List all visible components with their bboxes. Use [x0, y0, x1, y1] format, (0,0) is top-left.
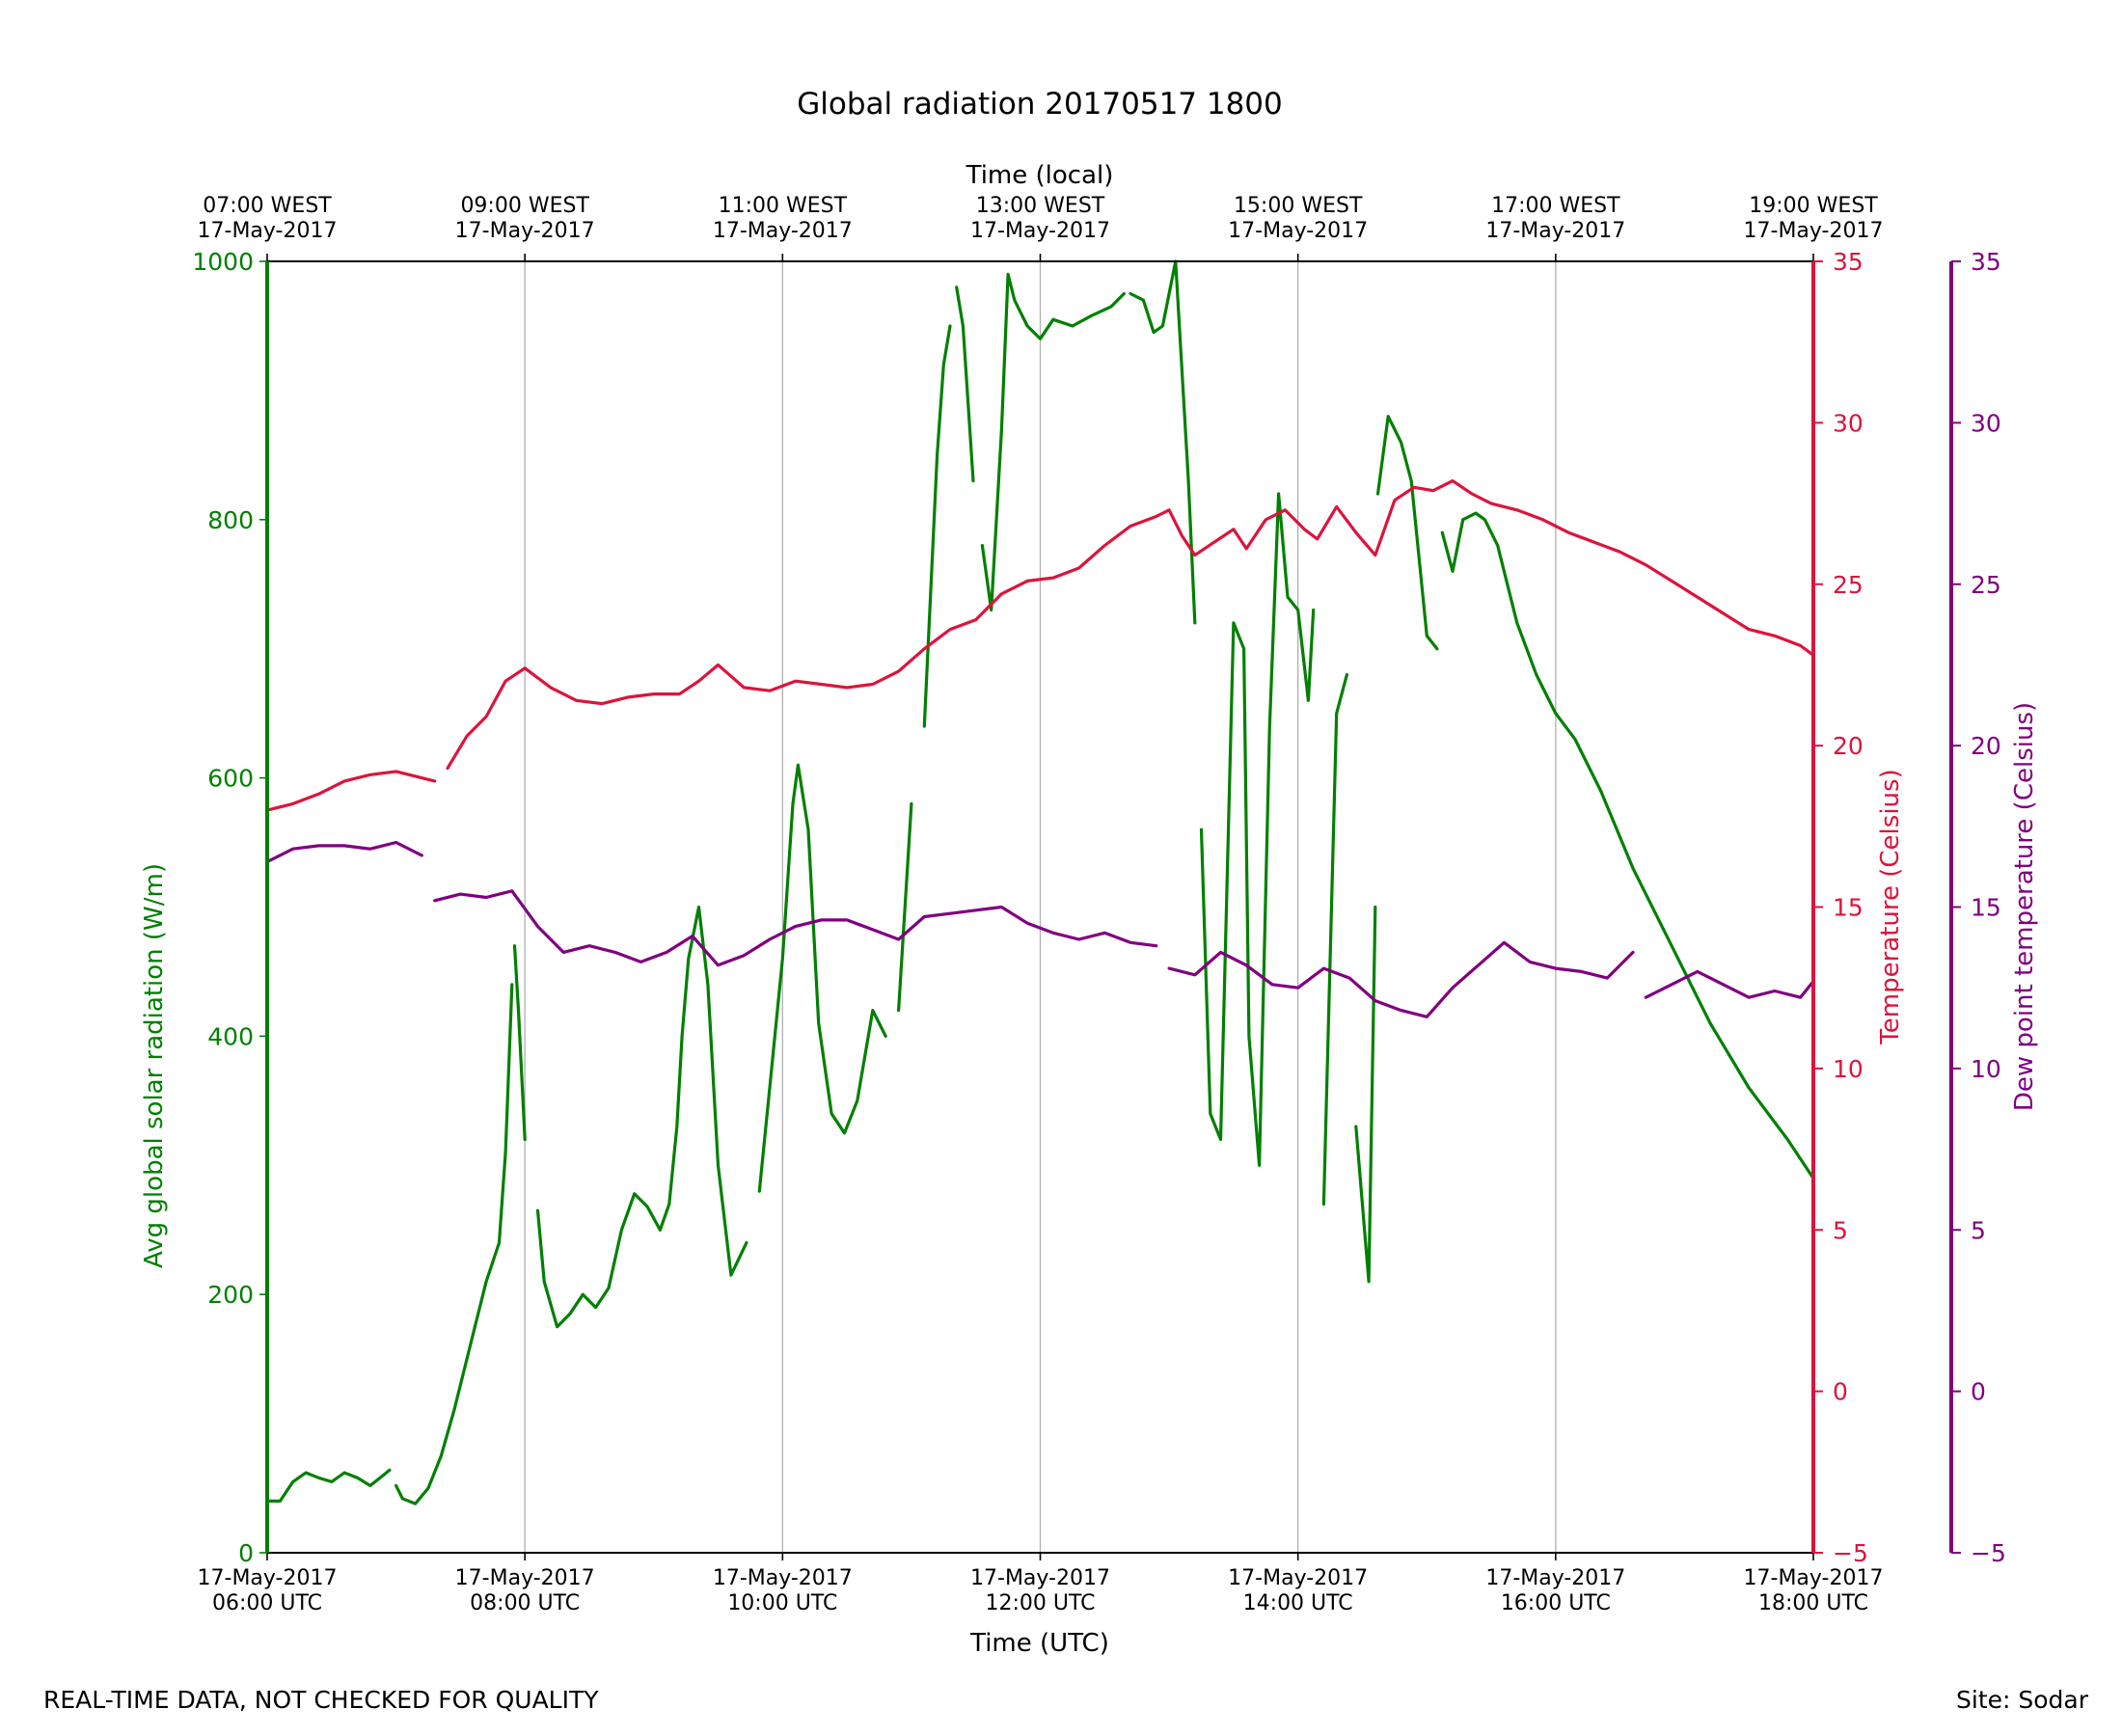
x-top-tick-label-time: 17:00 WEST: [1491, 194, 1620, 218]
x-top-tick-label-time: 19:00 WEST: [1749, 194, 1878, 218]
radiation-tick-label: 600: [207, 765, 254, 793]
radiation-tick-label: 200: [207, 1281, 254, 1309]
x-top-tick-label-time: 07:00 WEST: [203, 194, 332, 218]
site-label: Site: Sodar: [1956, 1686, 2088, 1714]
series-line-temperature: [446, 479, 1815, 771]
temperature-tick-label: 10: [1833, 1055, 1864, 1083]
x-tick-label-date: 17-May-2017: [970, 1566, 1110, 1590]
x-tick-label-date: 17-May-2017: [455, 1566, 595, 1590]
series-line-temperature: [265, 770, 437, 812]
chart-title: Global radiation 20170517 1800: [797, 87, 1283, 122]
series-temperature: [265, 479, 1815, 812]
series-line-radiation: [922, 324, 952, 728]
temperature-tick-label: 35: [1833, 248, 1864, 276]
dewpoint-tick-label: 15: [1971, 894, 2001, 922]
series-line-radiation: [1440, 511, 1815, 1180]
x-top-tick-label-date: 17-May-2017: [713, 219, 853, 243]
radiation-axis-label: Avg global solar radiation (W/m): [140, 863, 169, 1268]
series-line-radiation: [955, 285, 975, 483]
dewpoint-tick-label: 20: [1971, 732, 2001, 760]
radiation-tick-label: 1000: [192, 248, 254, 276]
series-layer: [265, 259, 1815, 1505]
series-line-dewpoint: [1644, 969, 1815, 999]
temperature-tick-label: 25: [1833, 571, 1864, 599]
series-line-radiation: [535, 905, 748, 1329]
dewpoint-tick-label: 10: [1971, 1055, 2001, 1083]
series-line-radiation: [512, 944, 527, 1142]
temperature-tick-label: 15: [1833, 894, 1864, 922]
temperature-axis-label: Temperature (Celsius): [1876, 769, 1905, 1044]
temperature-tick-label: −5: [1833, 1539, 1868, 1567]
x-tick-label-time: 10:00 UTC: [727, 1591, 837, 1615]
series-line-radiation: [1354, 905, 1377, 1284]
temperature-tick-label: 5: [1833, 1216, 1848, 1244]
grid-layer: [524, 261, 1557, 1553]
quality-disclaimer: REAL-TIME DATA, NOT CHECKED FOR QUALITY: [43, 1686, 599, 1714]
series-line-dewpoint: [1167, 940, 1635, 1018]
series-line-radiation: [394, 983, 514, 1505]
x-top-tick-label-date: 17-May-2017: [1744, 219, 1884, 243]
x-tick-label-time: 18:00 UTC: [1758, 1591, 1868, 1615]
radiation-tick-label: 800: [207, 506, 254, 534]
x-tick-label-time: 06:00 UTC: [212, 1591, 322, 1615]
x-tick-label-time: 16:00 UTC: [1501, 1591, 1611, 1615]
radiation-tick-label: 400: [207, 1022, 254, 1050]
series-line-radiation: [757, 763, 887, 1193]
x-tick-label-time: 14:00 UTC: [1243, 1591, 1353, 1615]
series-line-radiation: [1321, 672, 1349, 1207]
x-top-tick-label-date: 17-May-2017: [455, 219, 595, 243]
temperature-tick-label: 30: [1833, 409, 1864, 437]
x-tick-label-time: 12:00 UTC: [985, 1591, 1095, 1615]
x-top-tick-label-time: 09:00 WEST: [460, 194, 589, 218]
bottom-axis-label: Time (UTC): [969, 1629, 1109, 1658]
series-line-radiation: [980, 272, 1126, 612]
dewpoint-tick-label: 25: [1971, 571, 2001, 599]
x-top-tick-label-date: 17-May-2017: [198, 219, 338, 243]
series-radiation: [265, 259, 1815, 1505]
x-top-tick-label-time: 15:00 WEST: [1234, 194, 1363, 218]
top-axis-label: Time (local): [966, 161, 1114, 190]
x-tick-label-date: 17-May-2017: [713, 1566, 853, 1590]
x-tick-label-time: 08:00 UTC: [470, 1591, 580, 1615]
x-tick-label-date: 17-May-2017: [198, 1566, 338, 1590]
series-line-radiation: [265, 259, 392, 1504]
x-top-tick-label-date: 17-May-2017: [970, 219, 1110, 243]
dewpoint-tick-label: 30: [1971, 409, 2001, 437]
x-top-tick-label-date: 17-May-2017: [1485, 219, 1625, 243]
dewpoint-tick-label: −5: [1971, 1539, 2006, 1567]
dewpoint-axis-label: Dew point temperature (Celsius): [2010, 702, 2039, 1111]
series-line-dewpoint: [433, 889, 1158, 967]
x-top-tick-label-time: 13:00 WEST: [976, 194, 1105, 218]
series-line-radiation: [1129, 259, 1197, 625]
radiation-tick-label: 0: [238, 1539, 254, 1567]
series-line-radiation: [1199, 492, 1316, 1167]
dewpoint-tick-label: 35: [1971, 248, 2001, 276]
x-top-tick-label-time: 11:00 WEST: [719, 194, 848, 218]
series-line-radiation: [896, 801, 913, 1013]
x-tick-label-date: 17-May-2017: [1744, 1566, 1884, 1590]
dewpoint-tick-label: 0: [1971, 1378, 1986, 1406]
x-tick-label-date: 17-May-2017: [1228, 1566, 1368, 1590]
series-line-dewpoint: [265, 840, 423, 864]
series-dewpoint: [265, 840, 1815, 1018]
temperature-tick-label: 0: [1833, 1378, 1848, 1406]
temperature-tick-label: 20: [1833, 732, 1864, 760]
dewpoint-tick-label: 5: [1971, 1216, 1986, 1244]
x-tick-label-date: 17-May-2017: [1485, 1566, 1625, 1590]
x-top-tick-label-date: 17-May-2017: [1228, 219, 1368, 243]
series-line-radiation: [1375, 415, 1439, 651]
